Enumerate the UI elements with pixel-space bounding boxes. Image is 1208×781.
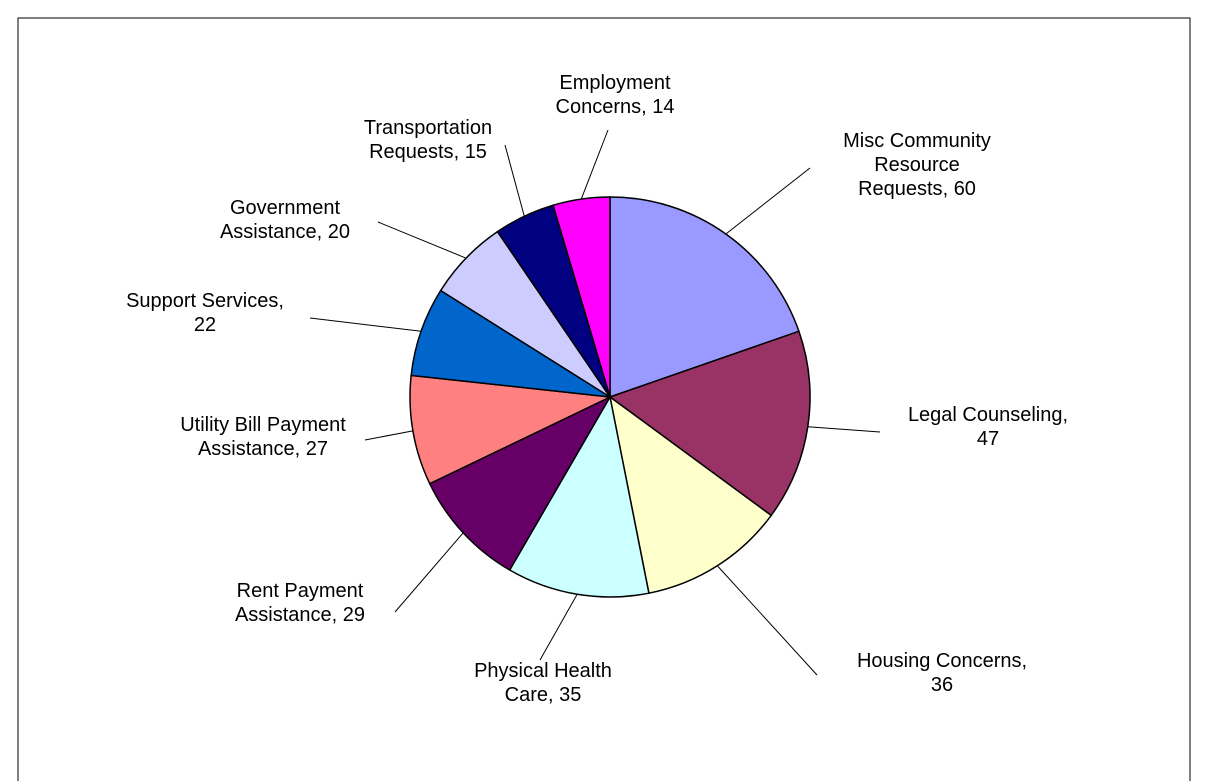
pie-slice — [508, 394, 650, 598]
slice-label: Employment Concerns, 14 — [545, 71, 685, 119]
label-value: 20 — [327, 221, 351, 243]
label-value: 36 — [930, 674, 954, 696]
label-separator: , — [453, 141, 465, 163]
label-separator: , — [331, 604, 343, 626]
pie-slice — [409, 374, 613, 485]
label-category: Physical Health Care — [474, 660, 612, 706]
leader-line — [807, 426, 881, 433]
label-separator: , — [1021, 650, 1028, 672]
label-category: Rent Payment Assistance — [234, 580, 364, 626]
label-category: Misc Community Resource Requests — [843, 130, 991, 200]
label-separator: , — [641, 96, 653, 118]
leader-line — [377, 221, 467, 259]
leader-line — [539, 594, 578, 661]
label-category: Legal Counseling — [907, 404, 1063, 426]
label-category: Housing Concerns — [856, 650, 1022, 672]
label-value: 14 — [652, 96, 675, 118]
pie-slice — [608, 395, 773, 595]
leader-line — [504, 144, 525, 217]
pie-slice — [608, 330, 811, 517]
label-category: Transportation Requests — [363, 117, 493, 163]
slice-label: Misc Community Resource Requests, 60 — [837, 129, 997, 201]
label-value: 22 — [193, 314, 217, 336]
label-value: 29 — [342, 604, 366, 626]
label-separator: , — [942, 178, 954, 200]
slice-label: Physical Health Care, 35 — [463, 659, 623, 707]
label-value: 27 — [305, 438, 329, 460]
leader-line — [580, 129, 609, 200]
leader-line — [394, 532, 464, 613]
slice-label: Legal Counseling, 47 — [901, 403, 1076, 451]
label-category: Employment Concerns — [555, 72, 671, 118]
label-separator: , — [547, 684, 560, 706]
label-value: 60 — [953, 178, 976, 200]
slice-label: Utility Bill Payment Assistance, 27 — [163, 413, 363, 461]
slice-label: Housing Concerns, 36 — [847, 649, 1037, 697]
slice-label: Support Services, 22 — [115, 289, 295, 337]
label-separator: , — [1062, 404, 1069, 426]
label-category: Utility Bill Payment Assistance — [180, 414, 346, 460]
slice-label: Government Assistance, 20 — [210, 196, 360, 244]
leader-line — [309, 317, 422, 332]
label-category: Government Assistance — [219, 197, 341, 243]
label-value: 35 — [559, 684, 582, 706]
label-separator: , — [278, 290, 284, 312]
leader-line — [364, 430, 413, 441]
label-separator: , — [316, 221, 328, 243]
label-separator: , — [294, 438, 306, 460]
label-value: 15 — [464, 141, 487, 163]
pie-slice — [428, 395, 612, 572]
slice-label: Rent Payment Assistance, 29 — [225, 579, 375, 627]
leader-line — [725, 167, 811, 235]
pie-slice — [552, 196, 611, 398]
label-value: 47 — [976, 428, 1000, 450]
label-category: Support Services — [126, 290, 279, 312]
slice-label: Transportation Requests, 15 — [353, 116, 503, 164]
leader-line — [716, 565, 818, 676]
